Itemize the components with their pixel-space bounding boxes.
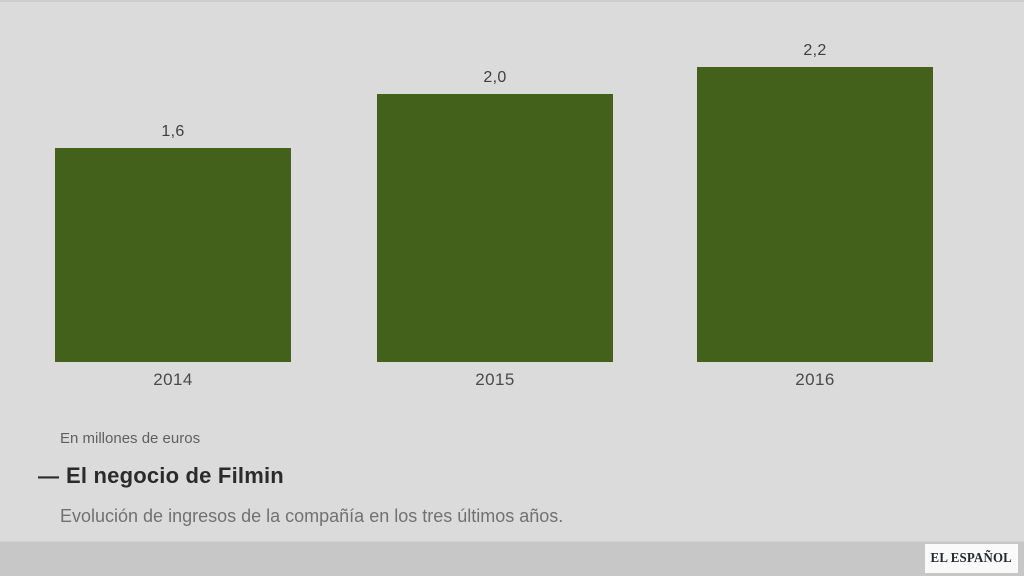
bar-2015	[377, 94, 613, 362]
footer-band: EL ESPAÑOL	[0, 541, 1024, 576]
bar-value-label: 1,6	[161, 123, 185, 140]
x-axis-tick-2014: 2014	[153, 370, 193, 389]
bar-value-label: 2,0	[483, 69, 507, 86]
bar-group-2015: 2,0 2015	[377, 2, 613, 576]
chart-subtitle: Evolución de ingresos de la compañía en …	[60, 506, 564, 526]
publisher-logo: EL ESPAÑOL	[930, 550, 1013, 566]
bar-value-label: 2,2	[803, 42, 827, 59]
bar-2014	[55, 148, 291, 362]
unit-note: En millones de euros	[60, 430, 201, 447]
bar-2016	[697, 67, 933, 362]
x-axis-tick-2016: 2016	[795, 370, 835, 389]
publisher-logo-box: EL ESPAÑOL	[925, 544, 1018, 573]
chart-title: El negocio de Filmin	[66, 463, 284, 488]
bar-group-2016: 2,2 2016	[697, 2, 933, 576]
chart-title-row: — El negocio de Filmin	[38, 463, 284, 489]
bar-group-2014: 1,6 2014	[55, 2, 291, 576]
title-dash: —	[38, 465, 59, 488]
x-axis-tick-2015: 2015	[475, 370, 515, 389]
